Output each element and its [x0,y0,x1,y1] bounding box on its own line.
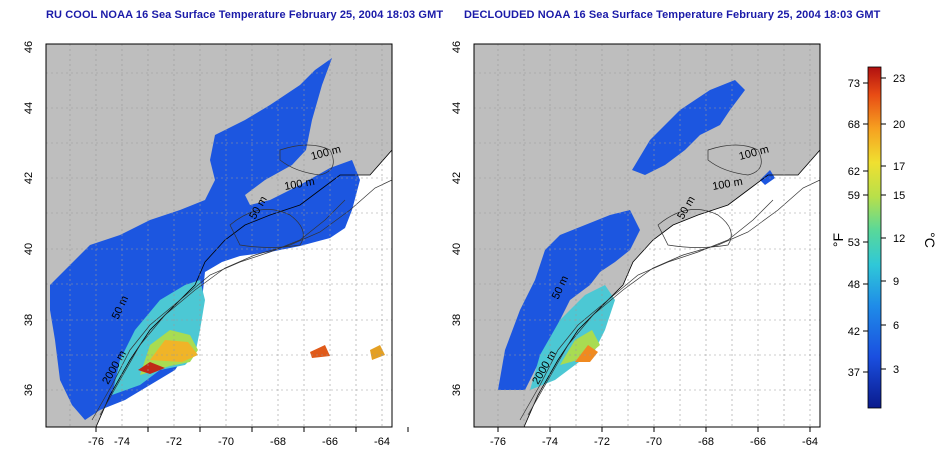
f-tick: 48 [848,279,860,291]
sst-blue [50,58,360,420]
x-tick-label: -70 [646,436,662,448]
x-tick-label: -66 [750,436,766,448]
celsius-label: °C [922,232,938,248]
y-tick-label: 38 [451,314,463,326]
contour-label: 100 m [711,176,743,193]
plot-frame [45,43,393,428]
y-axis: 36 38 40 42 44 46 [451,41,463,396]
c-tick: 20 [893,119,905,131]
c-tick: 17 [893,161,905,173]
c-tick: 12 [893,233,905,245]
x-tick-label: -70 [218,436,234,448]
grid [46,44,392,427]
f-tick: 59 [848,190,860,202]
f-tick: 62 [848,166,860,178]
celsius-ticks: 23 20 17 15 12 9 6 3 [881,73,905,376]
colorbar-gradient [867,66,882,409]
x-tick-label: -68 [698,436,714,448]
y-tick-label: 46 [451,41,463,53]
sst-blue [498,210,640,390]
sst-warm [112,280,205,395]
colorbar: °F °C 73 68 62 59 53 48 42 37 23 20 17 1… [830,66,938,409]
c-tick: 3 [893,364,899,376]
y-tick-label: 42 [23,172,35,184]
y-tick-label: 46 [23,41,35,53]
x-tick-label: -74 [542,436,558,448]
c-tick: 9 [893,276,899,288]
fahrenheit-label: °F [830,233,846,247]
grid [474,44,820,427]
x-tick-label: -74 [114,436,130,448]
y-tick-label: 42 [451,172,463,184]
contour-label: 100 m [283,176,315,193]
y-tick-label: 40 [451,243,463,255]
left-map-panel: 100 m 100 m 50 m 50 m 2000 m [23,41,409,448]
f-tick: 53 [848,237,860,249]
x-axis: -76 -74 -72 -70 -68 -66 -64 [88,427,409,448]
f-tick: 42 [848,326,860,338]
x-tick-label: -72 [594,436,610,448]
f-tick: 73 [848,78,860,90]
c-tick: 6 [893,320,899,332]
c-tick: 23 [893,73,905,85]
x-tick-label: -66 [322,436,338,448]
left-panel-title: RU COOL NOAA 16 Sea Surface Temperature … [46,9,444,21]
x-tick-label: -64 [802,436,818,448]
plot-frame [473,43,821,428]
x-tick-label: -68 [270,436,286,448]
c-tick: 15 [893,190,905,202]
x-tick-label: -76 [88,436,104,448]
right-panel-title: DECLOUDED NOAA 16 Sea Surface Temperatur… [464,9,881,21]
y-tick-label: 40 [23,243,35,255]
x-tick-label: -76 [490,436,506,448]
x-tick-label: -64 [374,436,390,448]
x-tick-label: -72 [166,436,182,448]
y-tick-label: 36 [451,384,463,396]
f-tick: 68 [848,119,860,131]
y-tick-label: 38 [23,314,35,326]
fahrenheit-ticks: 73 68 62 59 53 48 42 37 [848,78,868,379]
f-tick: 37 [848,367,860,379]
y-axis: 36 38 40 42 44 46 [23,41,35,396]
x-axis: -76 -74 -72 -70 -68 -66 -64 [490,427,818,448]
y-tick-label: 44 [23,102,35,114]
y-tick-label: 36 [23,384,35,396]
y-tick-label: 44 [451,102,463,114]
right-map-panel: 100 m 100 m 50 m 50 m 2000 m [451,41,821,448]
